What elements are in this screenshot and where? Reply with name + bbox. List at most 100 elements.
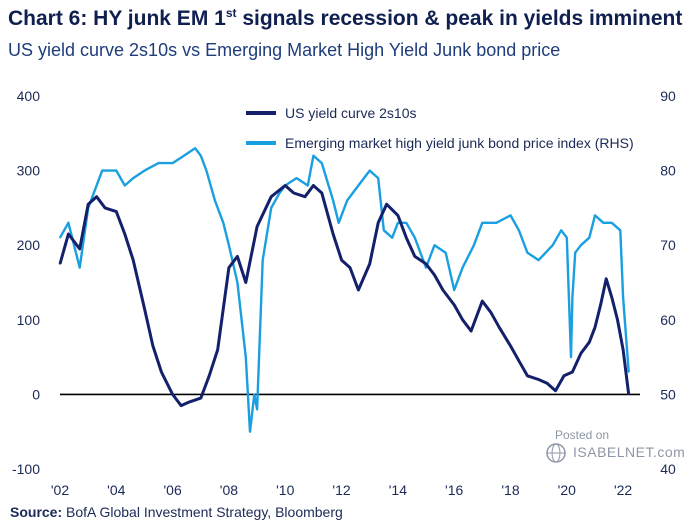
- point-junk-bond: [115, 169, 118, 172]
- point-junk-bond: [414, 236, 416, 239]
- point-junk-bond: [377, 177, 380, 179]
- point-yield-curve: [546, 382, 548, 385]
- point-yield-curve: [377, 222, 380, 224]
- x-tick-label: '06: [163, 482, 181, 498]
- point-yield-curve: [256, 225, 258, 228]
- point-yield-curve: [526, 375, 529, 377]
- point-yield-curve: [349, 266, 351, 269]
- series-line-yield-curve: [58, 184, 631, 408]
- chart-subtitle: US yield curve 2s10s vs Emerging Market …: [8, 40, 561, 60]
- point-yield-curve: [509, 345, 512, 347]
- point-junk-bond: [537, 259, 540, 261]
- point-yield-curve: [115, 210, 118, 213]
- point-junk-bond: [183, 154, 185, 157]
- watermark-posted-text: Posted on: [555, 428, 610, 442]
- point-yield-curve: [208, 375, 210, 377]
- x-tick-label: '08: [220, 482, 238, 498]
- y-right-tick-label: 60: [660, 312, 676, 328]
- x-tick-label: '14: [389, 482, 407, 498]
- point-junk-bond: [337, 222, 340, 224]
- y-right-tick-label: 70: [660, 237, 676, 253]
- point-junk-bond: [444, 251, 447, 254]
- point-yield-curve: [622, 348, 624, 351]
- point-yield-curve: [368, 263, 371, 265]
- point-junk-bond: [143, 169, 146, 172]
- point-junk-bond: [571, 296, 574, 299]
- point-junk-bond: [295, 177, 298, 179]
- point-junk-bond: [588, 236, 591, 239]
- x-tick-label: '12: [332, 482, 350, 498]
- point-yield-curve: [95, 195, 98, 198]
- source-note: Source: BofA Global Investment Strategy,…: [10, 504, 343, 520]
- point-yield-curve: [152, 345, 154, 347]
- point-yield-curve: [171, 393, 174, 396]
- point-yield-curve: [385, 203, 388, 205]
- point-junk-bond: [619, 229, 622, 232]
- point-yield-curve: [563, 375, 565, 377]
- point-junk-bond: [627, 371, 630, 373]
- y-left-tick-label: 100: [17, 312, 41, 328]
- point-yield-curve: [453, 304, 456, 306]
- point-yield-curve: [554, 389, 557, 392]
- point-yield-curve: [425, 263, 427, 265]
- x-tick-label: '22: [614, 482, 632, 498]
- point-junk-bond: [481, 222, 484, 224]
- point-junk-bond: [312, 154, 315, 157]
- point-junk-bond: [594, 214, 596, 217]
- point-yield-curve: [498, 326, 501, 329]
- point-junk-bond: [200, 154, 202, 157]
- point-yield-curve: [304, 195, 306, 198]
- point-yield-curve: [59, 263, 61, 265]
- y-left-tick-label: -100: [12, 461, 40, 477]
- x-tick-label: '18: [501, 482, 519, 498]
- point-junk-bond: [602, 222, 605, 224]
- point-junk-bond: [157, 162, 160, 164]
- point-yield-curve: [433, 274, 436, 276]
- point-yield-curve: [132, 259, 134, 261]
- point-yield-curve: [599, 304, 602, 306]
- point-yield-curve: [236, 255, 239, 258]
- point-junk-bond: [270, 207, 273, 209]
- watermark-site-text: ISABELNET.com: [573, 444, 686, 460]
- point-junk-bond: [509, 214, 512, 217]
- point-junk-bond: [383, 229, 385, 232]
- point-junk-bond: [622, 296, 624, 299]
- point-junk-bond: [256, 408, 258, 411]
- point-yield-curve: [397, 214, 399, 217]
- point-junk-bond: [405, 222, 408, 224]
- point-junk-bond: [236, 281, 239, 284]
- point-junk-bond: [205, 169, 208, 172]
- point-junk-bond: [526, 251, 529, 254]
- legend-label-junk-bond: Emerging market high yield junk bond pri…: [285, 135, 634, 151]
- point-yield-curve: [270, 195, 273, 198]
- point-yield-curve: [357, 289, 360, 291]
- point-junk-bond: [253, 393, 256, 396]
- point-junk-bond: [570, 356, 572, 358]
- y-right-tick-label: 50: [660, 386, 676, 402]
- point-yield-curve: [461, 319, 464, 321]
- point-yield-curve: [340, 259, 343, 261]
- point-yield-curve: [284, 184, 287, 187]
- point-yield-curve: [481, 300, 484, 302]
- point-junk-bond: [332, 199, 334, 202]
- y-right-tick-label: 40: [660, 461, 676, 477]
- point-yield-curve: [588, 341, 591, 344]
- point-yield-curve: [78, 248, 81, 250]
- y-left-tick-label: 400: [17, 88, 41, 104]
- x-tick-label: '10: [276, 482, 294, 498]
- point-junk-bond: [346, 199, 349, 202]
- point-junk-bond: [560, 229, 562, 232]
- point-yield-curve: [605, 278, 607, 280]
- point-yield-curve: [594, 326, 596, 329]
- point-junk-bond: [461, 266, 464, 269]
- point-junk-bond: [453, 289, 456, 291]
- point-yield-curve: [124, 233, 126, 235]
- point-yield-curve: [216, 348, 219, 351]
- point-yield-curve: [616, 319, 619, 321]
- point-yield-curve: [321, 192, 323, 194]
- point-yield-curve: [292, 192, 295, 194]
- point-yield-curve: [611, 296, 613, 299]
- point-yield-curve: [228, 266, 230, 269]
- point-junk-bond: [132, 177, 134, 179]
- point-junk-bond: [473, 244, 475, 246]
